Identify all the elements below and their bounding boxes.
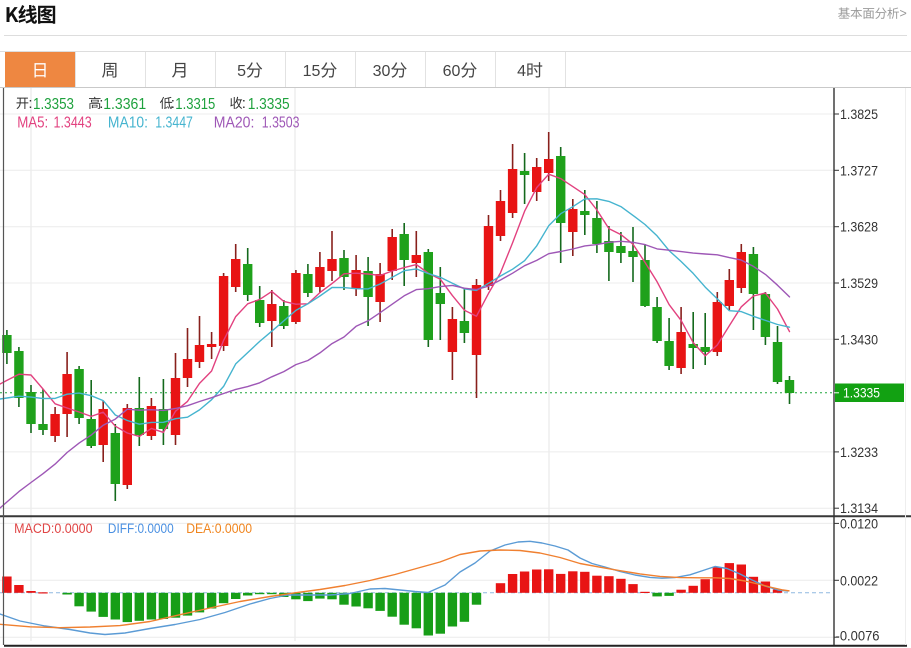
svg-text:DIFF:0.0000: DIFF:0.0000 [108,521,174,536]
svg-text:MA5:: MA5: [17,115,48,132]
svg-text:0.0022: 0.0022 [840,573,878,588]
svg-text:1.3503: 1.3503 [262,115,300,132]
svg-text:1.3447: 1.3447 [155,115,193,132]
svg-text:60: 60 [443,63,461,80]
svg-text:1.3628: 1.3628 [840,220,878,235]
svg-text:1.3727: 1.3727 [840,163,878,178]
svg-text:1.3335: 1.3335 [843,386,880,401]
svg-text:1.3825: 1.3825 [840,107,878,122]
svg-text:MA10:: MA10: [108,115,148,132]
svg-text::: : [99,95,103,112]
svg-text:1.3134: 1.3134 [840,501,878,516]
svg-text:MA20:: MA20: [214,115,255,132]
svg-text::: : [171,95,175,112]
svg-text::: : [28,95,32,112]
svg-text:1.3233: 1.3233 [840,445,878,460]
svg-text:1.3443: 1.3443 [54,115,92,132]
svg-text:1.3315: 1.3315 [175,96,215,113]
svg-text:1.3353: 1.3353 [33,96,74,113]
svg-text:MACD:0.0000: MACD:0.0000 [14,521,93,536]
svg-text:1.3361: 1.3361 [103,96,146,113]
svg-text:15: 15 [303,63,321,80]
svg-text:0.0120: 0.0120 [840,516,878,531]
svg-text:5: 5 [237,63,246,80]
svg-text:1.3335: 1.3335 [248,96,290,113]
svg-text:1.3430: 1.3430 [840,332,878,347]
svg-text:>: > [900,7,907,21]
svg-text:1.3529: 1.3529 [840,276,878,291]
svg-text::: : [242,95,246,112]
svg-text:30: 30 [373,63,391,80]
svg-text:4: 4 [517,63,526,80]
svg-text:-0.0076: -0.0076 [836,628,880,643]
svg-text:DEA:0.0000: DEA:0.0000 [186,521,252,536]
